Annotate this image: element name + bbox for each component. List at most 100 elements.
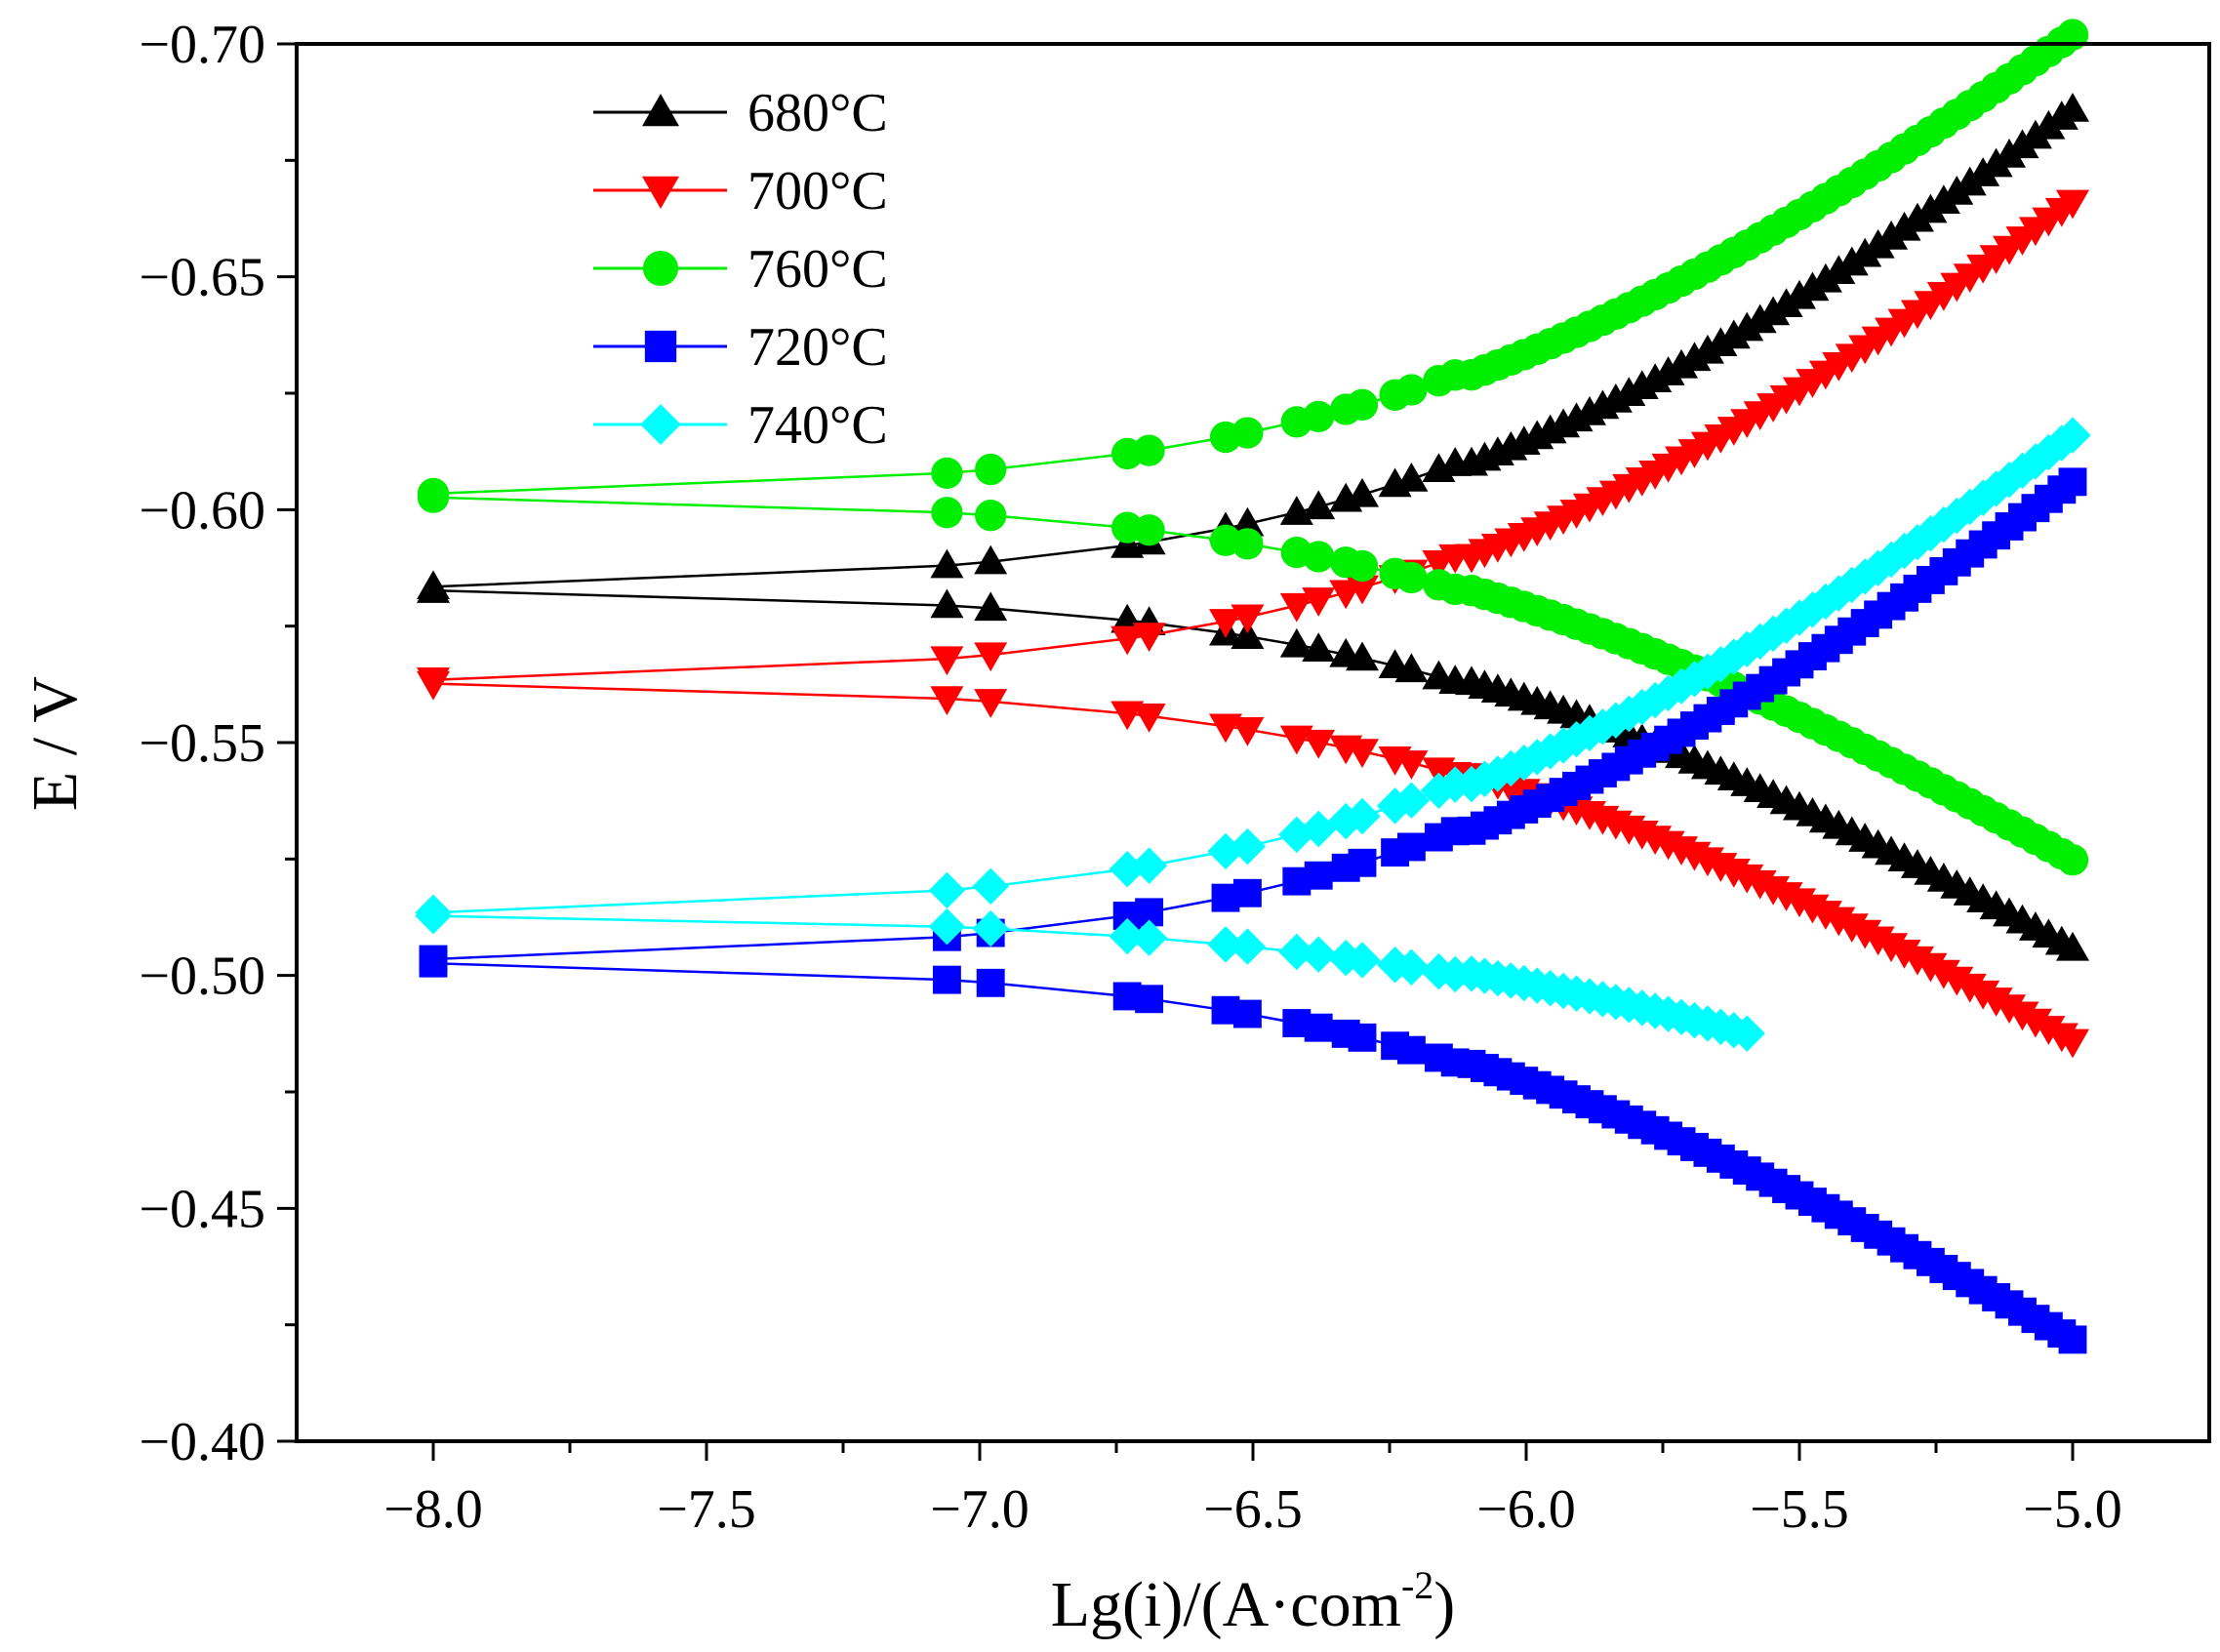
x-tick-label: −6.5 — [1203, 1479, 1303, 1540]
data-point — [1899, 523, 1936, 561]
series-720c — [419, 467, 2087, 1354]
data-point — [1394, 750, 1429, 780]
axis-ticks — [277, 42, 2075, 1461]
x-tick-label: −6.0 — [1476, 1479, 1576, 1540]
data-point — [1716, 319, 1751, 349]
data-point — [1557, 720, 1595, 758]
data-point — [1279, 627, 1313, 658]
data-point — [415, 897, 452, 935]
data-point — [1302, 490, 1336, 520]
data-point — [1376, 947, 1414, 984]
data-point — [1885, 532, 1923, 570]
legend-label: 720°C — [747, 317, 888, 378]
data-point — [419, 948, 448, 978]
data-point — [930, 548, 964, 579]
x-tick-label: −5.5 — [1750, 1479, 1849, 1540]
data-point — [974, 591, 1008, 622]
data-point — [931, 457, 963, 490]
data-point — [1702, 646, 1740, 683]
data-point — [1346, 739, 1379, 769]
data-point — [1728, 630, 1765, 667]
data-point — [1466, 760, 1504, 798]
legend-label: 680°C — [747, 83, 888, 143]
series-layer — [415, 19, 2091, 1354]
data-point — [2058, 467, 2087, 497]
y-tick-label: −0.60 — [139, 480, 265, 541]
data-point — [1344, 942, 1381, 979]
series-740c — [415, 417, 2091, 1052]
data-point — [1300, 936, 1337, 973]
data-point — [1346, 575, 1379, 605]
data-point — [932, 965, 961, 994]
tick-labels: −8.0 −7.5 −7.0 −6.5 −6.0 −5.5 −5.0 −0.70 −0.65 −0… — [139, 15, 2121, 1540]
data-point — [1346, 388, 1379, 421]
data-point — [976, 968, 1005, 997]
legend-label: 760°C — [747, 239, 888, 300]
data-point — [1859, 549, 1897, 586]
legend: 680°C 700°C 760°C 720°C 740°C — [593, 83, 888, 456]
data-point — [1796, 271, 1830, 302]
data-point — [1133, 514, 1165, 546]
data-point — [1130, 919, 1168, 956]
y-tick-label: −0.45 — [139, 1179, 265, 1239]
data-point — [1846, 558, 1883, 595]
legend-item-680c: 680°C — [593, 83, 888, 143]
data-point — [975, 500, 1007, 532]
data-point — [1302, 632, 1336, 662]
data-point — [2054, 417, 2091, 454]
data-point — [1769, 288, 1803, 317]
data-point — [1110, 625, 1145, 656]
data-point — [930, 646, 964, 676]
data-point — [972, 867, 1009, 906]
data-point — [1663, 667, 1700, 705]
data-point — [1571, 714, 1608, 751]
data-point — [1393, 782, 1431, 819]
data-point — [1938, 497, 1975, 535]
data-point — [2056, 931, 2089, 961]
data-point — [2056, 189, 2089, 220]
data-point — [928, 871, 966, 909]
data-point — [1518, 739, 1555, 776]
data-point — [1132, 704, 1166, 733]
data-point — [1807, 583, 1844, 621]
data-point — [1479, 755, 1516, 792]
data-point — [1794, 591, 1832, 628]
data-point — [974, 642, 1008, 672]
legend-item-720c: 720°C — [593, 317, 888, 378]
data-point — [1715, 638, 1753, 675]
data-point — [1690, 334, 1724, 364]
data-point — [1231, 620, 1265, 649]
data-point — [1873, 541, 1910, 579]
data-point — [1395, 374, 1428, 406]
y-axis-title: E / V — [20, 676, 91, 811]
data-point — [1624, 688, 1661, 726]
series-700c — [417, 189, 2089, 1059]
data-point — [1133, 434, 1165, 466]
data-point — [1231, 716, 1265, 746]
data-point — [1229, 928, 1267, 965]
data-point — [1304, 1013, 1333, 1042]
legend-label: 700°C — [747, 161, 888, 222]
data-point — [1300, 810, 1337, 848]
x-tick-label: −8.0 — [383, 1479, 483, 1540]
data-point — [1396, 1035, 1426, 1065]
data-point — [1597, 702, 1635, 739]
data-point — [1327, 940, 1364, 977]
data-point — [2058, 1325, 2087, 1354]
series-680c — [417, 92, 2089, 961]
data-point — [1756, 296, 1791, 326]
data-point — [1912, 514, 1950, 552]
data-point — [1420, 772, 1458, 810]
data-point — [1346, 477, 1379, 507]
data-point — [1704, 327, 1738, 356]
legend-marker — [642, 176, 679, 209]
data-point — [417, 670, 450, 701]
data-point — [1808, 262, 1842, 293]
data-point — [2056, 844, 2089, 876]
data-point — [1344, 797, 1381, 835]
y-tick-label: −0.55 — [139, 713, 265, 774]
series-760c — [417, 19, 2089, 876]
data-point — [974, 689, 1008, 718]
data-point — [1834, 566, 1871, 604]
